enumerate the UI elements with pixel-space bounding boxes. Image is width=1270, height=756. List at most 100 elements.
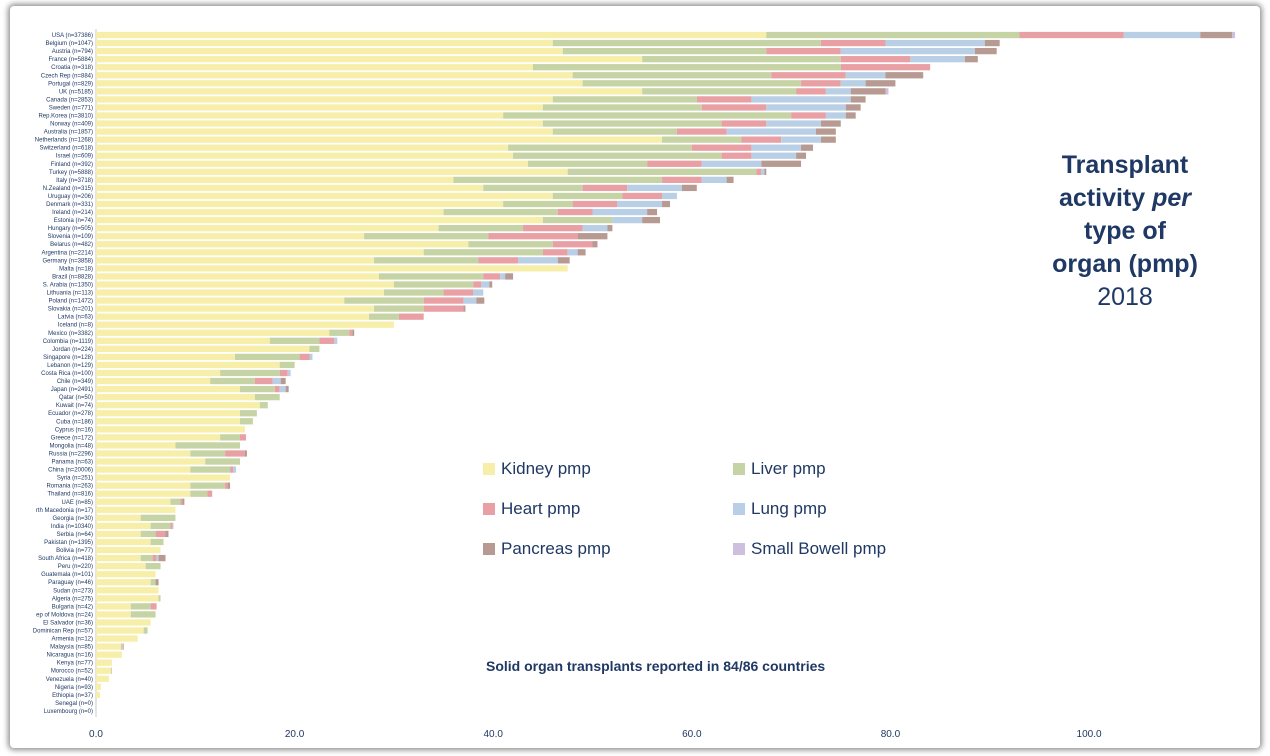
- bar-segment-kidney: [96, 426, 245, 433]
- bar-segment-kidney: [96, 104, 543, 111]
- category-label: Dominican Rep (n=57): [33, 629, 93, 635]
- bar-segment-pancreas: [850, 88, 886, 95]
- bar-row: UAE (n=85): [61, 498, 185, 506]
- bar-segment-liver: [120, 643, 123, 650]
- bar-segment-kidney: [96, 627, 144, 634]
- bar-segment-kidney: [96, 466, 191, 473]
- legend-label-bowel: Small Bowell pmp: [751, 539, 887, 558]
- bar-segment-heart: [552, 241, 593, 248]
- bar-segment-pancreas: [885, 72, 924, 79]
- legend-item-pancreas: Pancreas pmp: [483, 538, 611, 560]
- category-label: India (n=10340): [51, 524, 93, 530]
- category-label: Russia (n=2296): [49, 451, 93, 457]
- category-label: South Africa (n=418): [38, 556, 93, 562]
- bar-segment-lung: [1123, 31, 1201, 39]
- title-line-2-text: activity: [1058, 184, 1153, 212]
- bar-row: Georgia (n=30): [52, 514, 176, 522]
- bar-segment-lung: [751, 152, 797, 159]
- category-label: Denmark (n=331): [46, 202, 93, 208]
- bar-row: Morocco (n=52): [51, 667, 112, 675]
- bar-segment-pancreas: [964, 56, 978, 63]
- legend-swatch-heart: [483, 503, 495, 515]
- bar-row: Norway (n=409): [50, 120, 841, 128]
- chart-title: Transplant activity per type of organ (p…: [1020, 149, 1230, 314]
- category-label: Cyprus (n=16): [55, 427, 93, 433]
- bar-segment-lung: [500, 273, 506, 280]
- bar-row: Senegal (n=0): [55, 701, 93, 707]
- bar-segment-kidney: [96, 192, 553, 200]
- bar-segment-liver: [642, 56, 841, 63]
- bar-row: India (n=10340): [51, 522, 174, 530]
- bar-row: Canada (n=2853): [46, 96, 866, 103]
- bar-row: Greece (n=172): [51, 434, 246, 441]
- category-label: Serbia (n=64): [56, 532, 93, 538]
- bar-row: Chile (n=349): [57, 377, 286, 385]
- bar-segment-liver: [503, 200, 573, 208]
- bar-segment-lung: [172, 522, 174, 530]
- bar-segment-kidney: [96, 144, 509, 151]
- bar-segment-bowel: [885, 88, 889, 95]
- bar-segment-kidney: [96, 675, 109, 682]
- category-label: Costa Rica (n=100): [41, 371, 93, 377]
- bar-segment-liver: [150, 538, 164, 546]
- legend-item-bowel: Small Bowell pmp: [733, 538, 886, 560]
- bar-segment-liver: [443, 208, 558, 216]
- bar-row: Hungary (n=505): [48, 225, 613, 232]
- bar-segment-heart: [239, 434, 246, 441]
- bar-segment-liver: [542, 104, 702, 111]
- bar-segment-lung: [309, 353, 313, 361]
- bar-row: Colombia (n=1119): [43, 337, 338, 345]
- bar-segment-heart: [696, 96, 752, 103]
- bar-segment-liver: [190, 490, 208, 497]
- bar-segment-heart: [225, 450, 245, 457]
- x-tick-label: 20.0: [285, 729, 305, 740]
- bar-row: Lebanon (n=129): [47, 361, 295, 369]
- bar-segment-kidney: [96, 579, 151, 586]
- bar-segment-kidney: [96, 96, 553, 103]
- bar-row: Kuwait (n=74): [56, 402, 268, 409]
- bar-segment-kidney: [96, 241, 469, 248]
- bar-segment-liver: [552, 39, 821, 47]
- category-label: Jordan (n=224): [52, 347, 93, 353]
- bar-segment-pancreas: [764, 168, 767, 175]
- bar-row: Mongolia (n=48): [49, 442, 240, 449]
- bar-row: Italy (n=3718): [56, 176, 734, 184]
- category-label: rth Macedonia (n=17): [36, 508, 93, 514]
- bar-segment-heart: [791, 112, 826, 119]
- category-label: Belarus (n=482): [50, 242, 93, 248]
- bar-segment-lung: [726, 128, 816, 135]
- bar-segment-kidney: [96, 72, 573, 79]
- bar-segment-kidney: [96, 683, 101, 690]
- bar-row: Nicaragua (n=16): [46, 651, 122, 659]
- bar-segment-liver: [143, 627, 148, 634]
- bar-segment-liver: [140, 514, 176, 521]
- bar-segment-heart: [207, 490, 213, 497]
- bar-segment-pancreas: [577, 233, 608, 240]
- bar-segment-pancreas: [158, 554, 166, 562]
- bar-segment-liver: [453, 176, 663, 184]
- bar-row: Cyprus (n=16): [55, 426, 245, 433]
- bar-segment-liver: [393, 281, 474, 288]
- legend-swatch-pancreas: [483, 543, 495, 555]
- bar-segment-liver: [239, 410, 257, 417]
- category-label: Bulgaria (n=42): [52, 604, 93, 610]
- category-label: Slovakia (n=201): [48, 307, 93, 313]
- bar-row: Venezuela (n=40): [46, 675, 109, 683]
- bar-segment-lung: [751, 96, 851, 103]
- legend-item-lung: Lung pmp: [733, 498, 827, 520]
- bar-segment-kidney: [96, 619, 151, 626]
- bar-segment-liver: [567, 168, 757, 175]
- bar-segment-liver: [662, 136, 742, 143]
- bar-segment-pancreas: [796, 152, 807, 159]
- bar-segment-liver: [190, 466, 231, 473]
- bar-segment-kidney: [96, 152, 514, 159]
- bar-segment-liver: [642, 88, 797, 95]
- bar-segment-liver: [239, 385, 275, 393]
- bar-row: Estonia (n=74): [54, 216, 661, 224]
- bar-segment-kidney: [96, 160, 528, 167]
- bar-row: Malta (n=18): [59, 265, 568, 272]
- bar-segment-pancreas: [155, 579, 159, 586]
- category-label: Finland (n=392): [51, 162, 93, 168]
- category-label: Netherlands (n=1268): [35, 138, 93, 144]
- bar-segment-kidney: [96, 651, 122, 658]
